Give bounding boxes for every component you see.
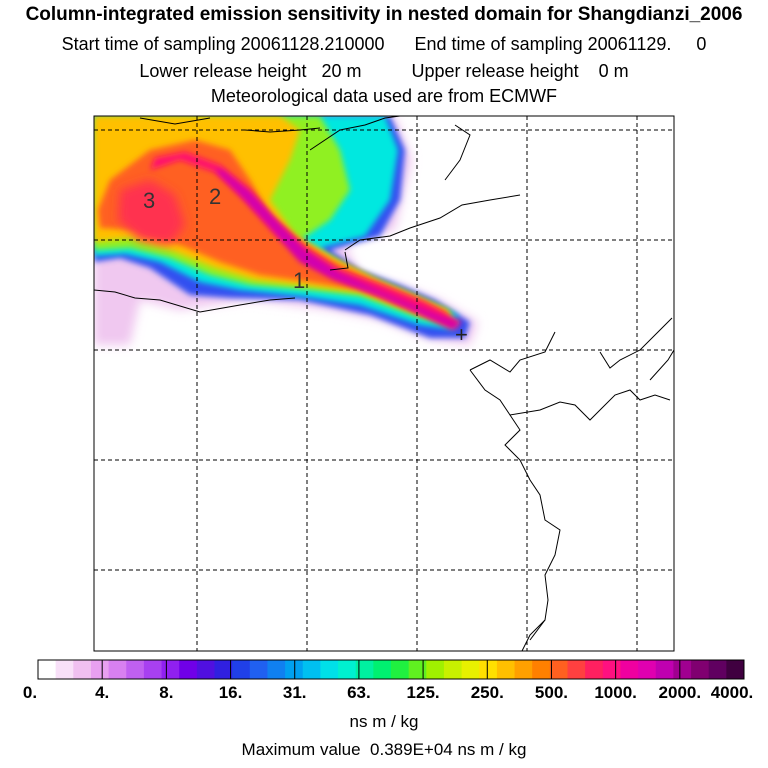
colorbar-swatch — [285, 660, 304, 679]
legend-tick-label: 63. — [347, 683, 371, 702]
colorbar-swatch — [196, 660, 215, 679]
colorbar-swatch — [355, 660, 374, 679]
colorbar-swatch — [232, 660, 251, 679]
legend-tick-label: 4000. — [710, 683, 754, 702]
receptor-marker: + — [455, 322, 468, 347]
legend-tick-label: 31. — [282, 683, 307, 702]
colorbar-swatch — [726, 660, 745, 679]
page-title: Column-integrated emission sensitivity i… — [25, 4, 743, 25]
colorbar-swatch — [532, 660, 551, 679]
colorbar-swatch — [161, 660, 180, 679]
colorbar-swatch — [90, 660, 110, 679]
legend-tick-label: 2000. — [658, 683, 702, 702]
colorbar-swatch — [620, 660, 639, 679]
lower-height-value: 20 m — [321, 61, 362, 81]
start-time-value: 20061128.210000 — [240, 34, 385, 54]
colorbar-ticks — [101, 660, 681, 679]
colorbar-swatch — [461, 660, 480, 679]
colorbar-swatch — [496, 660, 516, 679]
end-time-value: 20061129. 0 — [587, 34, 707, 54]
legend-colorbar — [38, 660, 745, 679]
coastlines — [94, 116, 674, 651]
start-time-label: Start time of sampling — [61, 34, 236, 54]
colorbar-swatch — [602, 660, 621, 679]
legend-tick-label: 125. — [406, 683, 440, 702]
colorbar-swatch — [55, 660, 74, 679]
colorbar-swatch — [567, 660, 586, 679]
end-time-label: End time of sampling — [414, 34, 583, 54]
colorbar-swatch — [302, 660, 321, 679]
age-label-2: 2 — [209, 184, 221, 209]
colorbar-swatch — [426, 660, 445, 679]
lower-height-label: Lower release height — [139, 61, 307, 81]
sampling-time-line: Start time of sampling 20061128.210000 E… — [0, 34, 768, 54]
legend-tick-label: 500. — [534, 683, 568, 702]
colorbar-swatch — [655, 660, 674, 679]
colorbar-swatch — [179, 660, 198, 679]
colorbar-swatch — [408, 660, 427, 679]
colorbar-swatch — [479, 660, 498, 679]
colorbar-swatch — [38, 660, 57, 679]
colorbar-swatch — [143, 660, 163, 679]
colorbar-swatch — [443, 660, 463, 679]
colorbar-swatch — [391, 660, 410, 679]
colorbar-swatch — [73, 660, 92, 679]
colorbar-swatch — [267, 660, 286, 679]
colorbar-swatch — [320, 660, 339, 679]
colorbar-swatch — [214, 660, 233, 679]
age-label-1: 1 — [293, 268, 305, 293]
colorbar-swatch — [338, 660, 357, 679]
colorbar-swatch — [373, 660, 392, 679]
legend-tick-label: 1000. — [594, 683, 637, 702]
colorbar-swatch — [585, 660, 604, 679]
colorbar-swatch — [638, 660, 657, 679]
colorbar-swatch — [514, 660, 533, 679]
colorbar-swatch — [708, 660, 727, 679]
legend-tick-label: 16. — [218, 683, 243, 702]
map-border — [93, 115, 675, 652]
colorbar-swatch — [549, 660, 568, 679]
colorbar-swatch — [108, 660, 127, 679]
legend-units: ns m / kg — [349, 712, 419, 731]
legend-tick-label: 250. — [470, 683, 504, 702]
upper-height-label: Upper release height — [411, 61, 579, 81]
colorbar-swatch — [691, 660, 710, 679]
colorbar-swatch — [249, 660, 268, 679]
met-data-line: Meteorological data used are from ECMWF — [210, 86, 558, 106]
colorbar-swatch — [126, 660, 145, 679]
age-label-3: 3 — [143, 188, 155, 213]
colorbar-border — [37, 659, 745, 680]
sensitivity-field — [94, 116, 478, 345]
colorbar-swatch — [673, 660, 692, 679]
legend-tick-label: 0. — [22, 683, 38, 702]
legend-tick-label: 4. — [95, 683, 110, 702]
lat-lon-grid — [94, 116, 674, 651]
release-height-line: Lower release height 20 m Upper release … — [0, 61, 768, 81]
upper-height-value: 0 m — [598, 61, 629, 81]
maximum-value: Maximum value 0.389E+04 ns m / kg — [241, 740, 527, 759]
legend-tick-label: 8. — [159, 683, 174, 702]
